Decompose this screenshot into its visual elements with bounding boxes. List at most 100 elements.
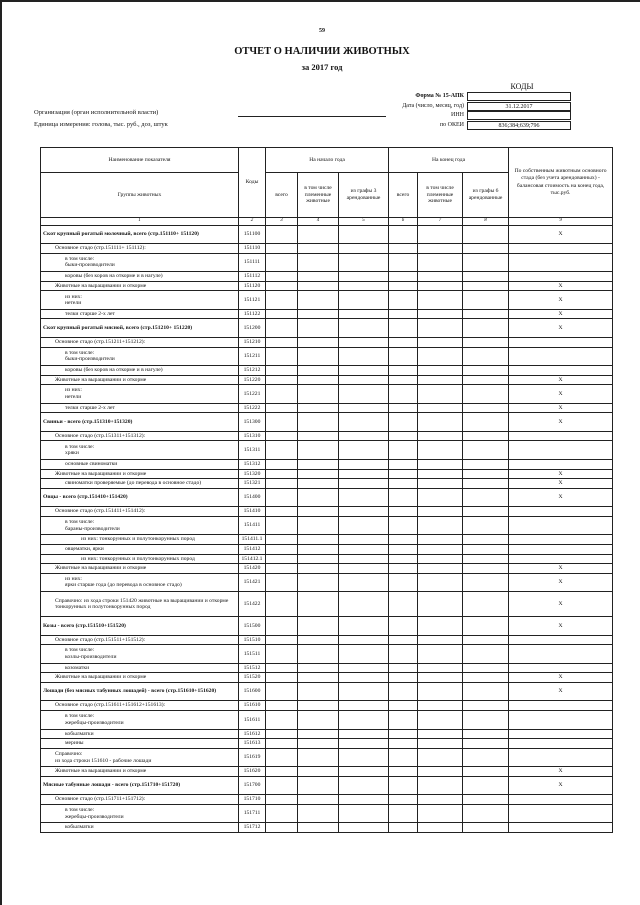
value-cell[interactable] [417, 672, 464, 683]
value-cell[interactable] [417, 243, 464, 254]
value-cell[interactable] [388, 803, 419, 824]
balance-value-cell[interactable] [508, 634, 614, 646]
value-cell[interactable] [265, 543, 298, 555]
value-cell[interactable] [417, 468, 464, 480]
value-cell[interactable] [462, 572, 510, 593]
value-cell[interactable] [265, 458, 298, 470]
value-cell[interactable] [462, 346, 510, 367]
value-cell[interactable] [297, 616, 339, 636]
balance-value-cell[interactable]: X [508, 374, 614, 386]
value-cell[interactable] [462, 553, 510, 565]
value-cell[interactable] [297, 346, 339, 367]
value-cell[interactable] [337, 374, 390, 386]
value-cell[interactable] [462, 243, 510, 254]
value-cell[interactable] [337, 243, 390, 254]
value-cell[interactable] [297, 766, 339, 777]
value-cell[interactable] [462, 487, 510, 508]
value-cell[interactable] [388, 543, 419, 555]
value-cell[interactable] [265, 478, 298, 489]
value-cell[interactable] [337, 478, 390, 489]
value-cell[interactable] [265, 662, 298, 674]
value-cell[interactable] [462, 662, 510, 674]
value-cell[interactable] [417, 412, 464, 432]
value-cell[interactable] [297, 308, 339, 320]
value-cell[interactable] [265, 591, 298, 618]
balance-value-cell[interactable]: X [508, 318, 614, 338]
value-cell[interactable] [417, 318, 464, 338]
value-cell[interactable] [388, 336, 419, 348]
value-cell[interactable] [462, 822, 510, 834]
value-cell[interactable] [462, 468, 510, 480]
balance-value-cell[interactable] [508, 543, 614, 555]
value-cell[interactable] [462, 634, 510, 646]
balance-value-cell[interactable]: X [508, 775, 614, 796]
value-cell[interactable] [417, 803, 464, 824]
value-cell[interactable] [337, 384, 390, 404]
value-cell[interactable] [337, 672, 390, 683]
value-cell[interactable] [388, 374, 419, 386]
value-cell[interactable] [388, 563, 419, 574]
value-cell[interactable] [417, 644, 464, 664]
value-cell[interactable] [417, 336, 464, 348]
value-cell[interactable] [462, 458, 510, 470]
value-cell[interactable] [265, 308, 298, 320]
value-cell[interactable] [337, 644, 390, 664]
value-cell[interactable] [462, 775, 510, 796]
value-cell[interactable] [417, 728, 464, 740]
value-cell[interactable] [337, 308, 390, 320]
value-cell[interactable] [265, 553, 298, 565]
value-cell[interactable] [265, 280, 298, 292]
balance-value-cell[interactable] [508, 662, 614, 674]
value-cell[interactable] [388, 738, 419, 749]
value-cell[interactable] [417, 563, 464, 574]
value-cell[interactable] [462, 271, 510, 282]
balance-value-cell[interactable]: X [508, 402, 614, 414]
value-cell[interactable] [337, 430, 390, 442]
value-cell[interactable] [388, 506, 419, 517]
value-cell[interactable] [265, 440, 298, 460]
value-cell[interactable] [388, 402, 419, 414]
value-cell[interactable] [265, 766, 298, 777]
value-cell[interactable] [337, 662, 390, 674]
value-cell[interactable] [265, 290, 298, 310]
value-cell[interactable] [388, 271, 419, 282]
value-cell[interactable] [417, 365, 464, 376]
value-cell[interactable] [297, 803, 339, 824]
value-cell[interactable] [337, 318, 390, 338]
value-cell[interactable] [337, 224, 390, 245]
value-cell[interactable] [462, 681, 510, 702]
value-cell[interactable] [462, 374, 510, 386]
value-cell[interactable] [462, 728, 510, 740]
value-cell[interactable] [297, 252, 339, 273]
value-cell[interactable] [388, 681, 419, 702]
value-cell[interactable] [297, 681, 339, 702]
value-cell[interactable] [388, 290, 419, 310]
value-cell[interactable] [297, 747, 339, 768]
value-cell[interactable] [265, 563, 298, 574]
value-cell[interactable] [462, 591, 510, 618]
value-cell[interactable] [265, 747, 298, 768]
value-cell[interactable] [388, 766, 419, 777]
value-cell[interactable] [388, 440, 419, 460]
value-cell[interactable] [265, 365, 298, 376]
balance-value-cell[interactable] [508, 747, 614, 768]
value-cell[interactable] [417, 794, 464, 805]
balance-value-cell[interactable]: X [508, 308, 614, 320]
value-cell[interactable] [337, 534, 390, 545]
value-cell[interactable] [462, 766, 510, 777]
value-cell[interactable] [417, 224, 464, 245]
value-cell[interactable] [337, 634, 390, 646]
value-cell[interactable] [417, 553, 464, 565]
value-cell[interactable] [337, 468, 390, 480]
value-cell[interactable] [388, 644, 419, 664]
value-cell[interactable] [388, 318, 419, 338]
value-cell[interactable] [337, 766, 390, 777]
value-cell[interactable] [462, 803, 510, 824]
value-cell[interactable] [297, 224, 339, 245]
balance-value-cell[interactable] [508, 728, 614, 740]
value-cell[interactable] [337, 365, 390, 376]
value-cell[interactable] [265, 616, 298, 636]
value-cell[interactable] [462, 402, 510, 414]
value-cell[interactable] [265, 224, 298, 245]
value-cell[interactable] [265, 412, 298, 432]
